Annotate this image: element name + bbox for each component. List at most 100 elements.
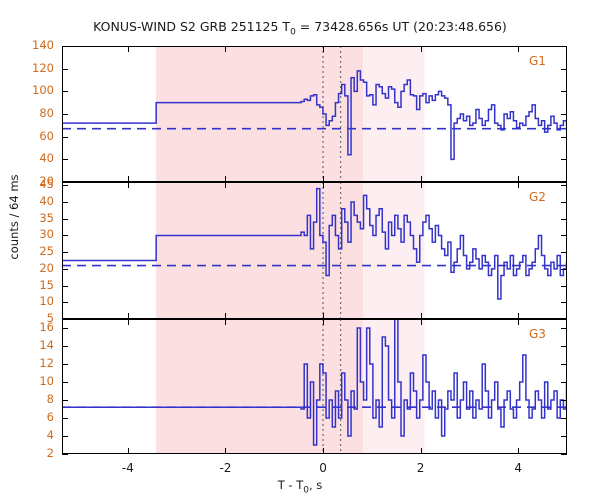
y-tick-mark (62, 454, 68, 455)
burst-region-shading (156, 182, 364, 319)
y-tick-label: 25 (39, 244, 54, 259)
y-tick-label: 120 (32, 60, 54, 75)
y-tick-label: 100 (32, 83, 54, 98)
y-tick-mark (62, 114, 68, 115)
x-tick-mark-top (518, 319, 520, 325)
plot-title: KONUS-WIND S2 GRB 251125 T0 = 73428.656s… (0, 19, 600, 38)
burst-region-shading (156, 319, 364, 454)
x-tick-mark (323, 176, 325, 182)
y-tick-mark-right (561, 454, 567, 455)
x-tick-mark-top (323, 46, 325, 52)
panel-g3 (62, 319, 567, 454)
y-tick-mark (62, 235, 68, 237)
y-tick-mark (62, 46, 68, 47)
x-tick-mark-top (420, 182, 422, 188)
y-tick-mark (62, 218, 68, 220)
x-tick-mark-top (127, 46, 129, 52)
y-tick-label: 6 (46, 410, 54, 424)
y-tick-mark (62, 185, 68, 187)
light-curve-g3 (62, 319, 567, 446)
y-tick-mark-right (561, 382, 567, 383)
x-tick-mark (225, 313, 227, 319)
x-tick-mark (518, 313, 520, 319)
y-tick-mark-right (561, 182, 567, 183)
y-tick-label: 8 (46, 392, 54, 406)
y-tick-mark-right (561, 218, 567, 220)
y-tick-label: 5 (46, 311, 54, 325)
y-tick-label: 14 (39, 338, 54, 352)
y-tick-label: 140 (32, 38, 54, 52)
y-tick-mark-right (561, 252, 567, 254)
x-tick-mark (518, 176, 520, 182)
burst-region-shading (156, 46, 364, 182)
burst-tail-shading (363, 46, 425, 182)
y-tick-mark (62, 418, 68, 419)
panel-g1 (62, 46, 567, 182)
y-tick-mark (62, 382, 68, 383)
x-tick-mark-top (420, 319, 422, 325)
y-tick-mark-right (561, 68, 567, 70)
y-tick-label: 16 (39, 320, 54, 334)
y-tick-label: 80 (39, 106, 54, 120)
y-tick-mark-right (561, 136, 567, 138)
x-tick-mark (420, 448, 422, 454)
y-tick-mark-right (561, 91, 567, 93)
x-tick-mark-top (420, 46, 422, 52)
y-tick-label: 40 (39, 194, 54, 209)
y-tick-mark-right (561, 202, 567, 204)
x-tick-mark-top (225, 46, 227, 52)
x-tick-mark (323, 448, 325, 454)
burst-tail-shading (363, 182, 425, 319)
x-tick-mark-top (225, 182, 227, 188)
y-tick-label: 4 (46, 428, 54, 442)
y-tick-mark-right (561, 114, 567, 115)
y-tick-label: 60 (39, 128, 54, 143)
y-tick-mark (62, 436, 68, 437)
y-tick-mark (62, 68, 68, 70)
y-tick-label: 30 (39, 227, 54, 242)
light-curve-g2 (62, 187, 567, 300)
y-tick-mark-right (561, 328, 567, 329)
x-axis-label: T - T0, s (0, 478, 600, 495)
y-tick-mark (62, 159, 68, 161)
y-tick-mark-right (561, 185, 567, 187)
x-tick-mark (518, 448, 520, 454)
x-tick-mark-top (518, 182, 520, 188)
x-tick-mark-top (225, 319, 227, 325)
x-tick-mark-top (518, 46, 520, 52)
y-tick-mark (62, 302, 68, 304)
x-tick-mark-top (127, 182, 129, 188)
x-tick-mark-top (127, 319, 129, 325)
panel-g2 (62, 182, 567, 319)
plot-title-suffix: = 73428.656s UT (20:23:48.656) (295, 19, 507, 34)
y-tick-mark-right (561, 418, 567, 419)
x-tick-label: 0 (319, 461, 327, 475)
y-tick-label: 45 (39, 177, 54, 192)
y-tick-label: 2 (46, 446, 54, 460)
y-tick-label: 10 (39, 374, 54, 388)
x-tick-mark (420, 176, 422, 182)
x-tick-label: 4 (514, 461, 523, 475)
y-tick-mark-right (561, 302, 567, 304)
y-tick-mark (62, 136, 68, 138)
y-tick-mark-right (561, 46, 567, 47)
y-tick-mark-right (561, 285, 567, 287)
y-tick-mark-right (561, 364, 567, 365)
y-tick-label: 35 (39, 210, 54, 225)
x-tick-mark (420, 313, 422, 319)
y-tick-mark (62, 202, 68, 204)
y-tick-label: 20 (39, 174, 54, 188)
x-tick-mark (127, 176, 129, 182)
light-curve-g1 (62, 70, 567, 161)
y-tick-mark (62, 91, 68, 93)
y-tick-label: 20 (39, 260, 54, 275)
y-tick-label: 15 (39, 277, 54, 292)
x-tick-label: -2 (219, 461, 232, 475)
plot-title-subscript: 0 (290, 27, 296, 38)
y-tick-label: 12 (39, 356, 54, 370)
x-tick-label: -4 (121, 461, 134, 475)
x-tick-mark (127, 313, 129, 319)
y-tick-label: 10 (39, 294, 54, 309)
panel-label-g1: G1 (529, 54, 546, 68)
y-tick-mark (62, 328, 68, 329)
